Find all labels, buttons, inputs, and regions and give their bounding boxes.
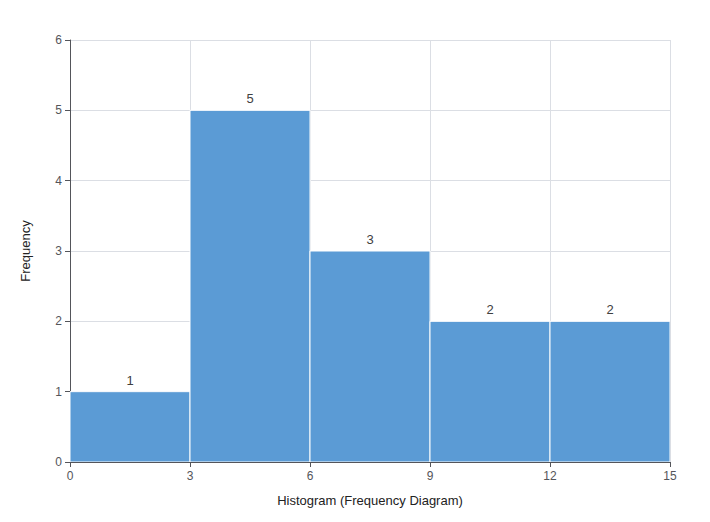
svg-text:Histogram (Frequency Diagram): Histogram (Frequency Diagram) [277, 493, 463, 508]
svg-text:12: 12 [543, 469, 557, 483]
svg-text:Frequency: Frequency [18, 220, 33, 282]
svg-text:5: 5 [55, 103, 62, 117]
svg-text:3: 3 [55, 244, 62, 258]
svg-text:5: 5 [246, 91, 253, 106]
svg-text:0: 0 [67, 469, 74, 483]
svg-text:15: 15 [663, 469, 677, 483]
svg-text:2: 2 [486, 302, 493, 317]
svg-text:1: 1 [55, 385, 62, 399]
svg-text:3: 3 [187, 469, 194, 483]
svg-text:3: 3 [366, 232, 373, 247]
svg-text:0: 0 [55, 455, 62, 469]
svg-text:2: 2 [55, 314, 62, 328]
svg-text:2: 2 [606, 302, 613, 317]
svg-text:6: 6 [307, 469, 314, 483]
svg-text:4: 4 [55, 174, 62, 188]
svg-text:9: 9 [427, 469, 434, 483]
svg-text:1: 1 [126, 373, 133, 388]
svg-text:6: 6 [55, 33, 62, 47]
